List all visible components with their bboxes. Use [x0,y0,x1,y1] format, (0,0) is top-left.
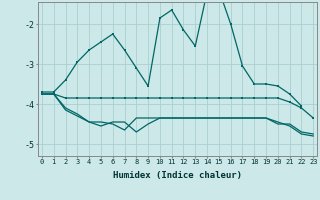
X-axis label: Humidex (Indice chaleur): Humidex (Indice chaleur) [113,171,242,180]
